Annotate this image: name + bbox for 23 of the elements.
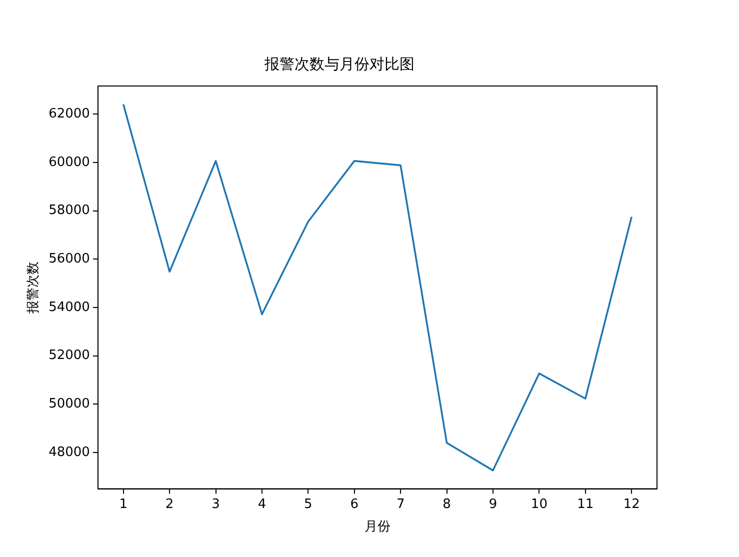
x-tick-label: 8: [442, 496, 451, 512]
x-tick-label: 7: [396, 496, 405, 512]
y-tick-label: 58000: [48, 203, 90, 218]
y-axis-title: 报警次数: [26, 261, 42, 314]
x-tick-label: 1: [119, 496, 128, 512]
x-tick-label: 6: [350, 496, 359, 512]
y-tick-label: 62000: [48, 106, 90, 122]
x-axis-title: 月份: [364, 520, 390, 535]
x-tick-label: 10: [530, 496, 548, 512]
y-tick-label: 48000: [48, 444, 90, 460]
x-tick-label: 5: [304, 496, 312, 512]
x-tick-label: 3: [212, 496, 220, 512]
y-tick-label: 50000: [48, 396, 90, 412]
y-tick-label: 54000: [48, 300, 90, 315]
y-tick-label: 52000: [48, 348, 90, 364]
y-tick-label: 56000: [48, 251, 90, 266]
x-tick-label: 4: [258, 496, 266, 512]
y-tick-label: 60000: [48, 154, 90, 170]
chart-title: 报警次数与月份对比图: [264, 54, 414, 73]
x-tick-label: 2: [165, 496, 174, 512]
x-tick-label: 12: [623, 496, 640, 512]
x-tick-label: 9: [488, 496, 498, 512]
x-tick-label: 11: [577, 496, 594, 512]
